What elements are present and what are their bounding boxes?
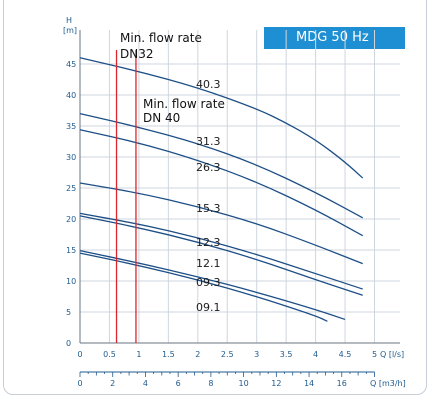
- curve-label-12.1: 12.1: [196, 257, 221, 270]
- curve-label-31.3: 31.3: [196, 135, 221, 148]
- x-tick-label-1: 0.5: [103, 350, 116, 359]
- curve-12.1: [79, 215, 363, 296]
- y-tick-label-7: 35: [66, 122, 76, 131]
- y-tick-label-3: 15: [66, 246, 76, 255]
- x-tick-label-7: 3.5: [280, 350, 293, 359]
- curve-label-15.3: 15.3: [196, 202, 221, 215]
- min-flow-dn32-label: DN32: [120, 47, 154, 61]
- y-tick-label-9: 45: [66, 60, 76, 69]
- x-tick-label-5: 2.5: [221, 350, 234, 359]
- x2-tick-label-7: 14: [304, 379, 314, 388]
- curve-31.3: [79, 112, 364, 219]
- chart-badge: MDG 50 Hz: [264, 27, 405, 49]
- curve-09.3: [79, 249, 346, 321]
- y-tick-label-5: 25: [66, 184, 76, 193]
- y-tick-label-2: 10: [66, 277, 76, 286]
- x-tick-label-3: 1.5: [162, 350, 175, 359]
- x2-tick-label-2: 4: [143, 379, 148, 388]
- y-axis-unit-symbol: H: [66, 16, 72, 25]
- curve-12.3: [79, 212, 363, 290]
- curve-label-26.3: 26.3: [196, 161, 221, 174]
- x-tick-label-0: 0: [77, 350, 82, 359]
- x2-tick-label-1: 2: [110, 379, 115, 388]
- x2-tick-label-5: 10: [239, 379, 249, 388]
- x-tick-label-8: 4: [313, 350, 318, 359]
- x-tick-label-9: 4.5: [339, 350, 352, 359]
- x2-tick-label-6: 12: [271, 379, 281, 388]
- y-tick-label-0: 0: [66, 339, 71, 348]
- x2-tick-label-3: 6: [176, 379, 181, 388]
- y-tick-label-8: 40: [66, 91, 76, 100]
- curve-09.1: [79, 252, 328, 322]
- curve-label-09.1: 09.1: [196, 301, 221, 314]
- curve-label-12.3: 12.3: [196, 236, 221, 249]
- chart-frame: [3, 0, 427, 395]
- curve-label-40.3: 40.3: [196, 78, 221, 91]
- x-tick-label-4: 2: [195, 350, 200, 359]
- y-tick-label-1: 5: [66, 308, 71, 317]
- min-flow-dn40-label: DN 40: [143, 111, 180, 125]
- curve-label-09.3: 09.3: [196, 276, 221, 289]
- x-tick-label-10: 5: [372, 350, 377, 359]
- y-tick-label-6: 30: [66, 153, 76, 162]
- min-flow-title-dn40: Min. flow rate: [143, 97, 225, 111]
- min-flow-title-dn32: Min. flow rate: [120, 31, 202, 45]
- curve-26.3: [79, 129, 364, 237]
- x-axis-label: Q [l/s]: [380, 350, 404, 359]
- curve-40.3: [79, 57, 364, 179]
- x2-tick-label-8: 16: [337, 379, 347, 388]
- x-tick-label-6: 3: [254, 350, 259, 359]
- x2-axis-label: Q [m3/h]: [370, 379, 406, 388]
- x2-tick-label-4: 8: [208, 379, 213, 388]
- y-axis-unit: [m]: [63, 26, 77, 35]
- y-tick-label-4: 20: [66, 215, 76, 224]
- x-tick-label-2: 1: [136, 350, 141, 359]
- curve-15.3: [79, 182, 363, 265]
- x2-tick-label-0: 0: [77, 379, 82, 388]
